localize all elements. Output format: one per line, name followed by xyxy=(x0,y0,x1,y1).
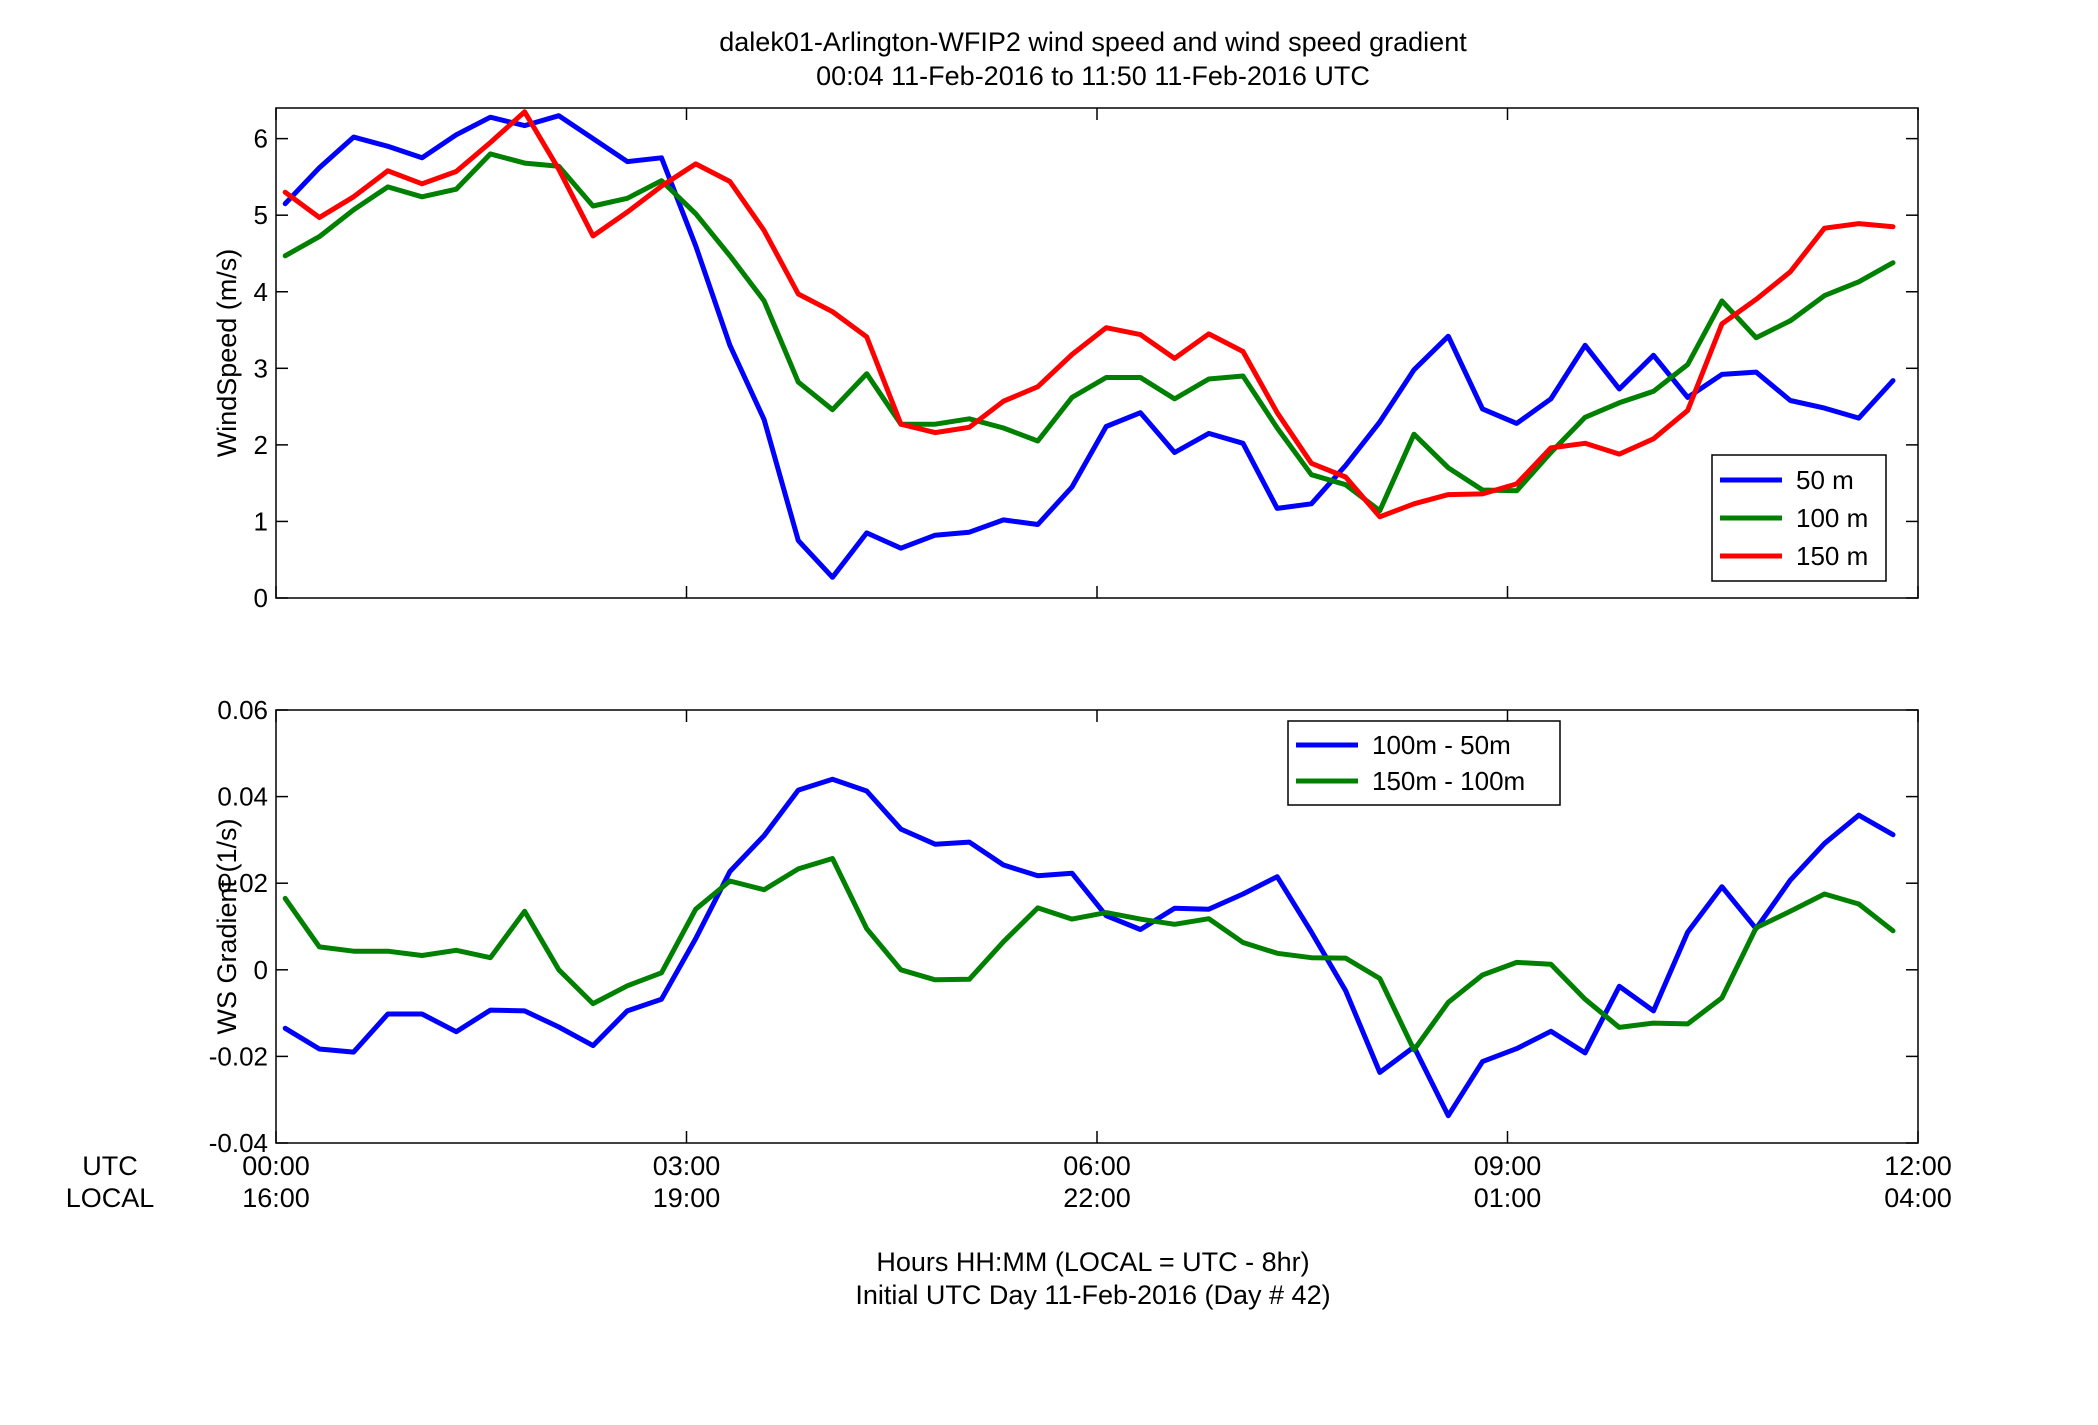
xtick-label-utc: 09:00 xyxy=(1474,1151,1542,1181)
grad-axes-frame xyxy=(275,709,1919,1144)
ws-axes-frame xyxy=(275,107,1919,599)
grad-ytick-label: -0.04 xyxy=(209,1128,268,1158)
ws-ytick-label: 0 xyxy=(254,583,268,613)
wind-speed-plot: 0 1 2 3 4 5 6 WindSpeed (m/s) 50 m 100 m 150 m xyxy=(212,107,1919,613)
ws-ytick-label: 5 xyxy=(254,200,268,230)
grad-legend: 100m - 50m 150m - 100m xyxy=(1287,720,1561,806)
xtick-label-utc: 06:00 xyxy=(1063,1151,1131,1181)
ws-series-line-1 xyxy=(282,151,1896,514)
grad-legend-label-0: 100m - 50m xyxy=(1372,730,1511,760)
grad-ytick-label: 0.02 xyxy=(217,868,268,898)
grad-ytick-label: 0 xyxy=(254,955,268,985)
ws-series-line-2 xyxy=(282,109,1896,520)
xtick-label-utc: 03:00 xyxy=(653,1151,721,1181)
grad-legend-label-1: 150m - 100m xyxy=(1372,766,1525,796)
grad-series-line-0 xyxy=(282,776,1896,1119)
wind-gradient-plot: -0.04 -0.02 0 0.02 0.04 0.06 WS Gradient (1/s)… xyxy=(209,695,1919,1158)
xtick-label-utc: 00:00 xyxy=(242,1151,310,1181)
ws-ytick-label: 1 xyxy=(254,506,268,536)
x-axis-sublabel: Initial UTC Day 11-Feb-2016 (Day # 42) xyxy=(855,1280,1330,1310)
local-row-label: LOCAL xyxy=(66,1183,155,1213)
grad-series-line-1 xyxy=(282,856,1896,1053)
ws-ytick-label: 3 xyxy=(254,353,268,383)
ws-legend: 50 m 100 m 150 m xyxy=(1711,454,1887,582)
ws-ytick-label: 2 xyxy=(254,430,268,460)
ws-y-axis-label: WindSpeed (m/s) xyxy=(212,249,242,458)
xtick-label-local: 16:00 xyxy=(242,1183,310,1213)
ws-series-line-0 xyxy=(282,113,1896,580)
xtick-label-local: 04:00 xyxy=(1884,1183,1952,1213)
ws-ytick-label: 4 xyxy=(254,277,268,307)
ws-legend-label-0: 50 m xyxy=(1796,465,1854,495)
grad-legend-box xyxy=(1287,720,1561,806)
xtick-label-local: 22:00 xyxy=(1063,1183,1131,1213)
grad-ytick-label: 0.06 xyxy=(217,695,268,725)
xtick-label-utc: 12:00 xyxy=(1884,1151,1952,1181)
utc-row-label: UTC xyxy=(82,1151,138,1181)
figure-subtitle: 00:04 11-Feb-2016 to 11:50 11-Feb-2016 U… xyxy=(816,61,1370,91)
ws-legend-label-1: 100 m xyxy=(1796,503,1868,533)
xtick-label-local: 01:00 xyxy=(1474,1183,1542,1213)
figure-title: dalek01-Arlington-WFIP2 wind speed and w… xyxy=(719,27,1467,57)
grad-ytick-label: 0.04 xyxy=(217,782,268,812)
ws-legend-label-2: 150 m xyxy=(1796,541,1868,571)
grad-ytick-label: -0.02 xyxy=(209,1041,268,1071)
xtick-label-local: 19:00 xyxy=(653,1183,721,1213)
grad-y-axis-label: WS Gradient (1/s) xyxy=(212,818,242,1034)
ws-ytick-label: 6 xyxy=(254,124,268,154)
x-axis-label: Hours HH:MM (LOCAL = UTC - 8hr) xyxy=(876,1247,1309,1277)
